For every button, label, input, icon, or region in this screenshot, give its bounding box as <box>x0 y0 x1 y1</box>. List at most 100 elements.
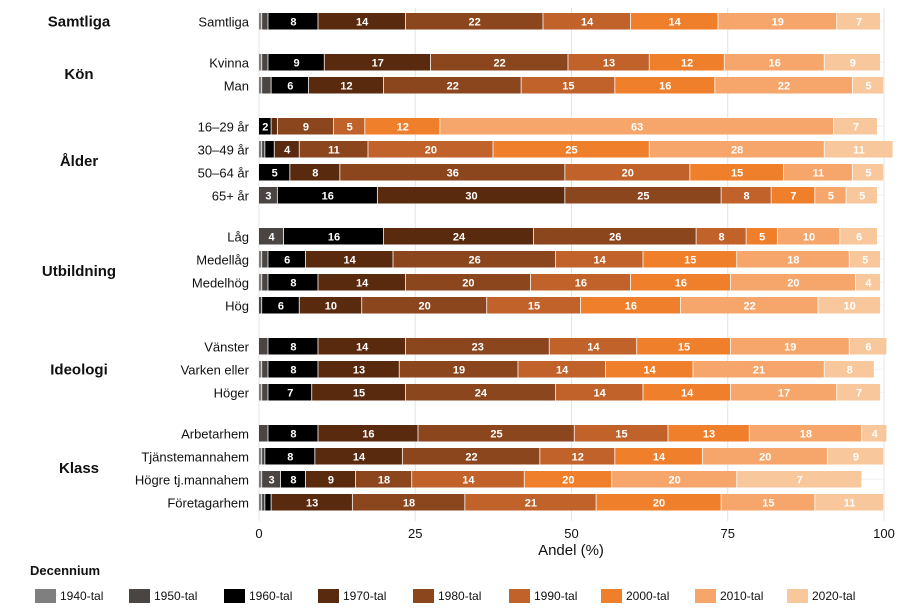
data-label: 8 <box>847 364 853 376</box>
category-label: 16–29 år <box>198 119 250 134</box>
bar-segment <box>399 361 518 378</box>
legend-item: 2000-tal <box>601 589 669 603</box>
bar-segment <box>815 187 846 204</box>
bar-segment <box>259 141 262 158</box>
bar-segment <box>262 77 271 94</box>
data-label: 9 <box>850 57 856 69</box>
bar-segment <box>465 494 596 511</box>
legend-item: 1980-tal <box>413 589 481 603</box>
bar-segment <box>265 448 315 465</box>
category-label: Samtliga <box>198 14 249 29</box>
data-label: 63 <box>631 121 643 133</box>
category-label: Tjänstemannahem <box>141 449 249 464</box>
bar-segment <box>487 297 581 314</box>
data-label: 14 <box>344 254 357 266</box>
data-label: 8 <box>290 277 296 289</box>
bar-segment <box>259 494 262 511</box>
data-label: 5 <box>347 121 353 133</box>
category-label: Högre tj.mannahem <box>135 472 249 487</box>
bar-row: 8 16 25 15 13 18 4 <box>259 425 887 442</box>
bar-segment <box>259 187 277 204</box>
bar-segment <box>565 164 690 181</box>
bar-row: 8 14 22 12 14 20 9 <box>259 448 884 465</box>
data-label: 7 <box>853 121 859 133</box>
legend-swatch <box>224 589 245 603</box>
bar-segment <box>630 13 718 30</box>
bar-segment <box>268 361 318 378</box>
data-label: 5 <box>865 80 871 92</box>
data-label: 20 <box>787 277 799 289</box>
legend-label: 1980-tal <box>438 589 481 603</box>
bar-segment <box>737 471 862 488</box>
legend-swatch <box>35 589 56 603</box>
bar-segment <box>824 141 893 158</box>
bar-segment <box>862 425 887 442</box>
data-label: 9 <box>853 451 859 463</box>
bar-segment <box>262 274 268 291</box>
bar-segment <box>824 361 874 378</box>
group-labels: Samtliga Kön Ålder Utbildning Ideologi Klass <box>42 13 116 477</box>
legend-label: 1990-tal <box>534 589 577 603</box>
data-label: 7 <box>797 474 803 486</box>
legend-item: 1950-tal <box>129 589 197 603</box>
data-label: 11 <box>813 167 825 179</box>
data-label: 6 <box>284 254 290 266</box>
bar-segment <box>837 13 881 30</box>
bar-segment <box>262 361 268 378</box>
group-label: Samtliga <box>48 13 111 30</box>
bar-segment <box>259 361 262 378</box>
bar-segment <box>268 338 318 355</box>
data-label: 22 <box>447 80 459 92</box>
bar-segment <box>277 118 334 135</box>
bar-segment <box>274 141 299 158</box>
data-label: 10 <box>844 300 856 312</box>
bar-segment <box>855 274 881 291</box>
data-label: 14 <box>587 341 600 353</box>
data-label: 12 <box>681 57 693 69</box>
bar-segment <box>305 471 356 488</box>
bar-row: 8 14 23 14 15 19 6 <box>259 338 887 355</box>
data-label: 16 <box>328 231 340 243</box>
category-label: Varken eller <box>181 362 250 377</box>
bar-segment <box>724 54 824 71</box>
data-label: 8 <box>290 428 296 440</box>
data-label: 18 <box>403 497 415 509</box>
bar-segment <box>259 425 268 442</box>
bar-segment <box>259 118 271 135</box>
group-label: Ålder <box>60 153 99 170</box>
bar-row: 4 11 20 25 28 11 <box>259 141 893 158</box>
bar-segment <box>771 187 815 204</box>
bar-segment <box>693 361 824 378</box>
data-label: 2 <box>262 121 268 133</box>
bar-segment <box>352 494 465 511</box>
data-label: 12 <box>397 121 409 133</box>
data-label: 20 <box>462 277 474 289</box>
bar-segment <box>696 228 746 245</box>
bar-segment <box>318 338 406 355</box>
bar-segment <box>299 141 368 158</box>
data-label: 14 <box>644 364 657 376</box>
bar-segment <box>318 274 406 291</box>
bar-segment <box>324 54 431 71</box>
data-label: 16 <box>659 80 671 92</box>
bar-segment <box>259 471 262 488</box>
data-label: 3 <box>265 190 271 202</box>
bar-segment <box>834 118 877 135</box>
data-label: 22 <box>465 451 477 463</box>
bar-segment <box>262 251 268 268</box>
bar-segment <box>718 13 837 30</box>
bar-segment <box>284 228 384 245</box>
bar-segment <box>596 494 721 511</box>
data-label: 14 <box>669 16 682 28</box>
bar-segment <box>365 118 440 135</box>
bar-segment <box>605 361 693 378</box>
bar-row: 5 8 36 20 15 11 5 <box>259 164 884 181</box>
category-label: Medellåg <box>196 252 249 267</box>
bar-segment <box>746 228 777 245</box>
data-label: 4 <box>284 144 291 156</box>
legend-item: 1960-tal <box>224 589 292 603</box>
bar-segment <box>668 425 749 442</box>
bar-segment <box>377 187 565 204</box>
data-label: 20 <box>562 474 574 486</box>
data-label: 15 <box>562 80 574 92</box>
